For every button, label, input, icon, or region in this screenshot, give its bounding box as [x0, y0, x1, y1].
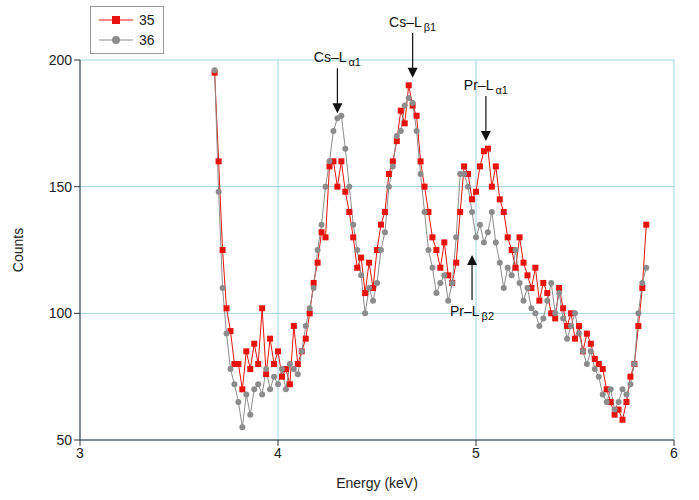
svg-text:5: 5 — [472, 445, 480, 461]
svg-text:Counts: Counts — [10, 228, 26, 272]
svg-text:4: 4 — [274, 445, 282, 461]
svg-text:Cs–Lα1: Cs–Lα1 — [314, 49, 361, 68]
svg-text:200: 200 — [49, 52, 73, 68]
svg-text:150: 150 — [49, 179, 73, 195]
svg-text:Pr–Lα1: Pr–Lα1 — [464, 77, 508, 96]
html-text:36: 36 — [139, 32, 155, 48]
svg-text:Cs–Lβ1: Cs–Lβ1 — [389, 14, 436, 33]
svg-text:Energy (keV): Energy (keV) — [336, 475, 418, 491]
html-text:35: 35 — [139, 12, 155, 28]
svg-text:100: 100 — [49, 305, 73, 321]
svg-text:Pr–Lβ2: Pr–Lβ2 — [450, 303, 494, 322]
svg-text:6: 6 — [670, 445, 678, 461]
svg-text:3: 3 — [76, 445, 84, 461]
svg-text:50: 50 — [56, 432, 72, 448]
